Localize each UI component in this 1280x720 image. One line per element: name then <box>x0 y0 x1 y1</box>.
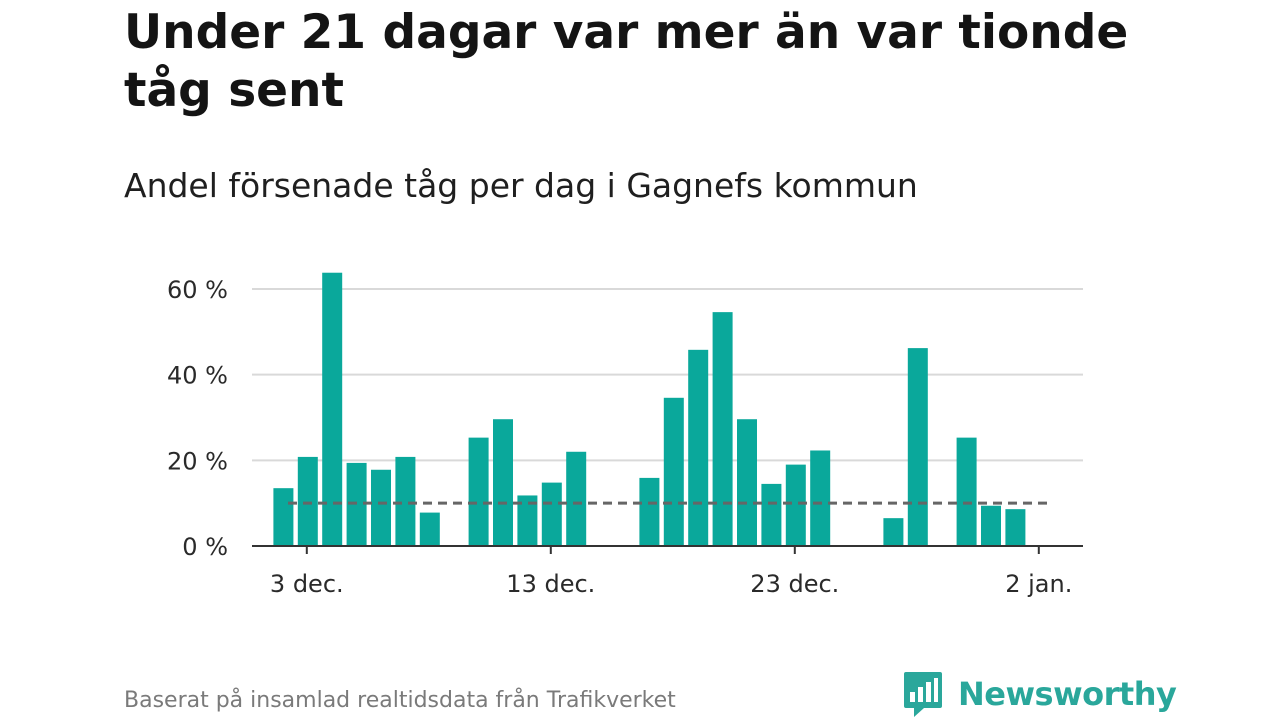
brand-name: Newsworthy <box>958 675 1177 713</box>
newsworthy-logo-icon <box>904 672 942 717</box>
bar <box>688 349 709 546</box>
bar <box>907 348 928 546</box>
bar <box>322 272 343 546</box>
bar <box>663 397 684 546</box>
chart-subtitle: Andel försenade tåg per dag i Gagnefs ko… <box>124 166 918 205</box>
x-axis-ticks: 3 dec. 13 dec. 23 dec. 2 jan. <box>270 546 1072 598</box>
bar <box>419 512 440 546</box>
y-tick-label: 0 % <box>182 533 228 561</box>
bars <box>273 272 1026 546</box>
bar <box>297 456 318 546</box>
chart-title: Under 21 dagar var mer än var tionde tåg… <box>124 5 1129 118</box>
bar <box>810 450 831 546</box>
source-footnote: Baserat på insamlad realtidsdata från Tr… <box>124 688 676 713</box>
y-tick-label: 40 % <box>167 362 228 390</box>
x-tick-label: 23 dec. <box>750 570 839 598</box>
x-tick-label: 13 dec. <box>506 570 595 598</box>
bar <box>493 419 513 546</box>
bar <box>981 505 1001 546</box>
bar <box>883 518 904 546</box>
bar <box>517 495 538 546</box>
bar <box>639 477 660 546</box>
bar <box>956 437 977 546</box>
bar <box>712 312 733 546</box>
bar <box>566 451 587 546</box>
bar <box>761 483 782 546</box>
bar <box>273 488 294 546</box>
y-tick-label: 20 % <box>167 447 228 475</box>
bar <box>737 419 757 546</box>
bar <box>541 482 562 546</box>
bar <box>785 464 806 546</box>
y-axis-ticks: 0 % 20 % 40 % 60 % <box>167 276 228 561</box>
y-tick-label: 60 % <box>167 276 228 304</box>
bar <box>468 437 489 546</box>
bar <box>371 469 391 546</box>
brand: Newsworthy <box>902 670 1177 718</box>
bar <box>395 456 416 546</box>
bar <box>1005 509 1026 546</box>
x-tick-label: 3 dec. <box>270 570 344 598</box>
x-tick-label: 2 jan. <box>1005 570 1072 598</box>
